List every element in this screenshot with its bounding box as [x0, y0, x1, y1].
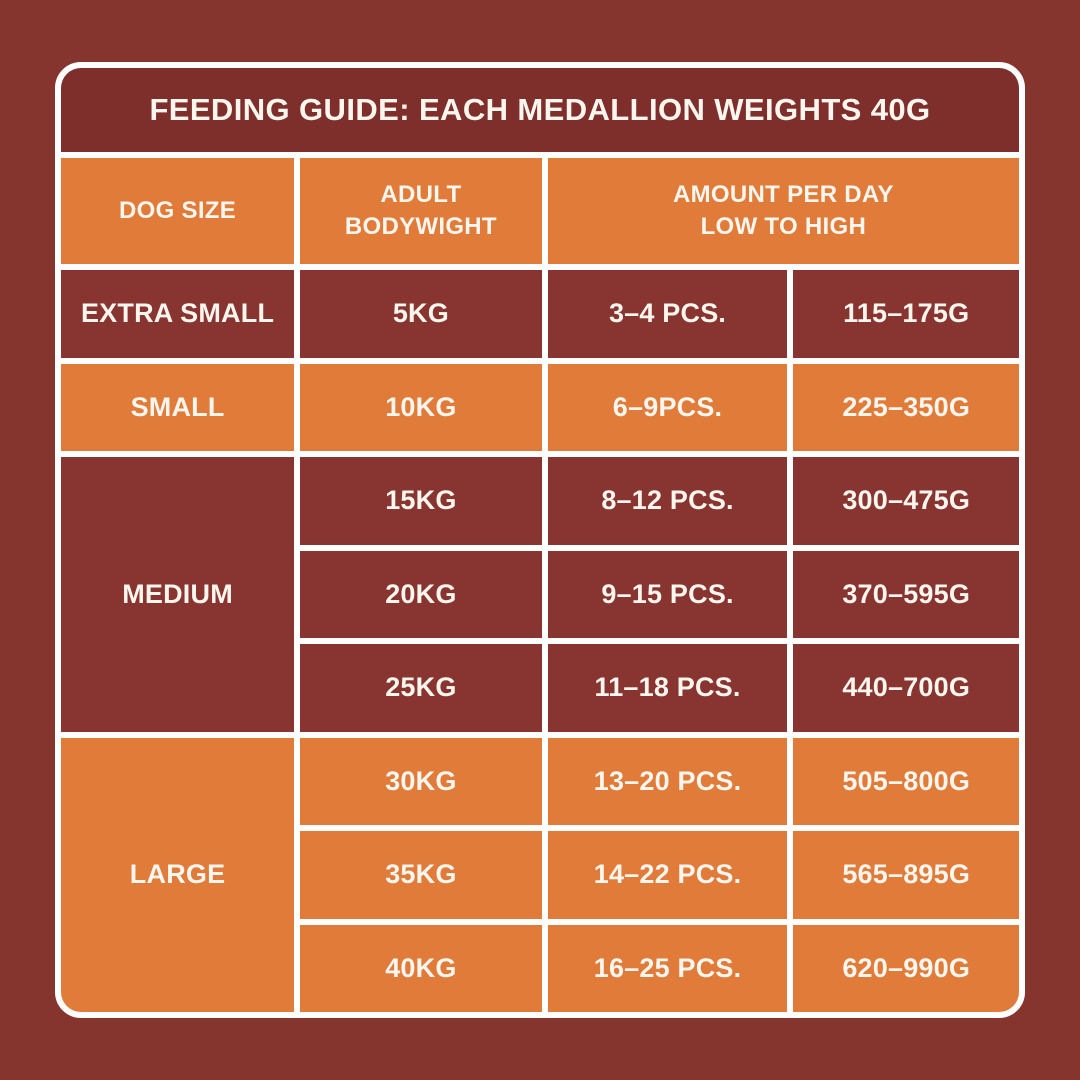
- bodyweight-cell: 15KG: [300, 457, 542, 545]
- bodyweight-cell: 25KG: [300, 644, 542, 732]
- grams-cell: 620–990G: [793, 924, 1019, 1012]
- grams-cell: 565–895G: [793, 831, 1019, 919]
- pcs-cell: 16–25 PCS.: [547, 924, 788, 1012]
- column-header-amount-line1: AMOUNT PER DAY: [673, 181, 894, 209]
- pcs-cell: 14–22 PCS.: [547, 831, 788, 919]
- pcs-cell: 13–20 PCS.: [547, 737, 788, 825]
- dog-size-cell: MEDIUM: [61, 457, 295, 732]
- pcs-cell: 8–12 PCS.: [547, 457, 788, 545]
- dog-size-cell: EXTRA SMALL: [61, 270, 295, 358]
- bodyweight-cell: 5KG: [300, 270, 542, 358]
- table-title: FEEDING GUIDE: EACH MEDALLION WEIGHTS 40…: [61, 68, 1019, 152]
- grams-cell: 370–595G: [793, 550, 1019, 638]
- bodyweight-cell: 20KG: [300, 550, 542, 638]
- bodyweight-cell: 30KG: [300, 737, 542, 825]
- grams-cell: 505–800G: [793, 737, 1019, 825]
- grams-cell: 225–350G: [793, 363, 1019, 451]
- dog-size-cell: SMALL: [61, 363, 295, 451]
- grams-cell: 440–700G: [793, 644, 1019, 732]
- pcs-cell: 11–18 PCS.: [547, 644, 788, 732]
- bodyweight-cell: 40KG: [300, 924, 542, 1012]
- column-header-amount-per-day: AMOUNT PER DAY LOW TO HIGH: [547, 158, 1019, 264]
- pcs-cell: 3–4 PCS.: [547, 270, 788, 358]
- pcs-cell: 6–9PCS.: [547, 363, 788, 451]
- column-header-adult-line2: BODYWIGHT: [344, 213, 497, 240]
- grams-cell: 300–475G: [793, 457, 1019, 545]
- dog-size-cell: LARGE: [61, 737, 295, 1012]
- bodyweight-cell: 35KG: [300, 831, 542, 919]
- column-header-adult-bodyweight: ADULT BODYWIGHT: [300, 158, 542, 264]
- column-header-dog-size: DOG SIZE: [61, 158, 295, 264]
- column-header-adult-line1: ADULT: [380, 181, 462, 209]
- bodyweight-cell: 10KG: [300, 363, 542, 451]
- grams-cell: 115–175G: [793, 270, 1019, 358]
- feeding-guide-table: FEEDING GUIDE: EACH MEDALLION WEIGHTS 40…: [55, 62, 1025, 1018]
- pcs-cell: 9–15 PCS.: [547, 550, 788, 638]
- column-header-amount-line2: LOW TO HIGH: [700, 213, 867, 240]
